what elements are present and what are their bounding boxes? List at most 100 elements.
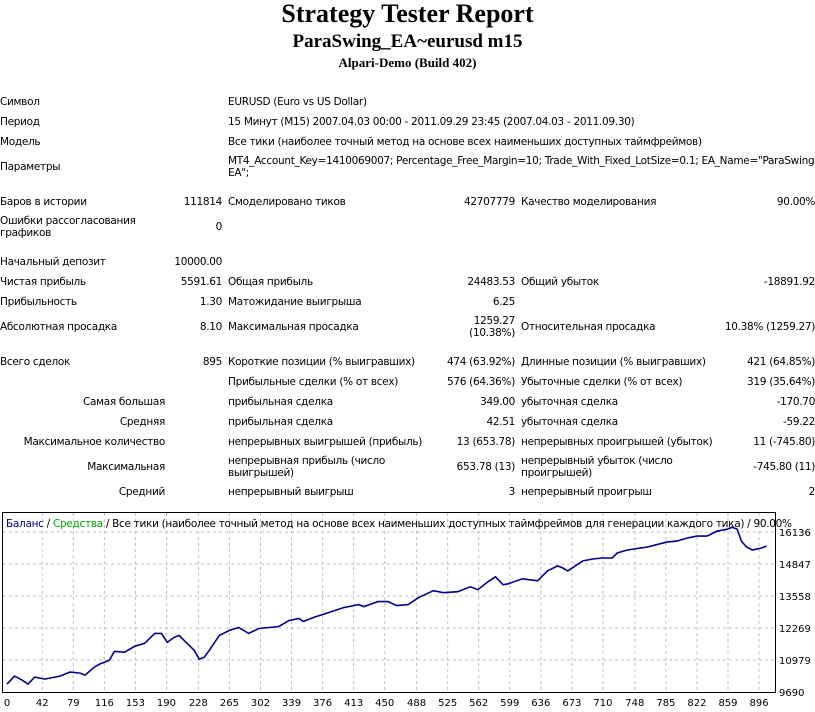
stat-value bbox=[165, 482, 222, 502]
x-tick-label: 42 bbox=[36, 698, 49, 709]
info-value: MT4_Account_Key=1410069007; Percentage_F… bbox=[228, 155, 815, 179]
info-row: Параметры MT4_Account_Key=1410069007; Per… bbox=[0, 152, 815, 182]
stat-value: 576 (64.36%) bbox=[447, 376, 516, 388]
x-tick-label: 265 bbox=[220, 698, 239, 709]
stat-value: 90.00% bbox=[776, 196, 815, 208]
stat-label: Всего сделок bbox=[0, 356, 71, 368]
stat-label: Абсолютная просадка bbox=[0, 321, 117, 333]
stat-label: Чистая прибыль bbox=[0, 276, 86, 288]
stat-label: Матожидание выигрыша bbox=[228, 296, 362, 308]
y-tick-label: 13558 bbox=[779, 592, 811, 603]
chart-legend: Баланс / Средства / Все тики (наиболее т… bbox=[6, 518, 792, 530]
stat-label: непрерывных проигрышей (убыток) bbox=[521, 436, 713, 448]
info-label: Период bbox=[0, 116, 40, 128]
report-subtitle: ParaSwing_EA~eurusd m15 bbox=[292, 31, 523, 52]
x-tick-label: 302 bbox=[251, 698, 270, 709]
stat-value: 5591.61 bbox=[180, 276, 223, 288]
stat-value: 474 (63.92%) bbox=[447, 356, 516, 368]
stat-value: 349.00 bbox=[480, 396, 516, 408]
report-table: Символ EURUSD (Euro vs US Dollar) Период 15… bbox=[0, 92, 815, 502]
stat-label bbox=[515, 292, 721, 312]
x-tick-label: 79 bbox=[67, 698, 80, 709]
stats-row: Начальный депозит 10000.00 bbox=[0, 252, 815, 272]
stat-value: 10.38% (1259.27) bbox=[724, 321, 815, 333]
y-tick-label: 9690 bbox=[779, 688, 804, 699]
stat-value bbox=[165, 372, 222, 392]
x-tick-label: 785 bbox=[656, 698, 675, 709]
stat-value bbox=[165, 392, 222, 412]
balance-line bbox=[6, 526, 767, 686]
stat-label: Убыточные сделки (% от всех) bbox=[521, 376, 683, 388]
stat-label: убыточная сделка bbox=[521, 396, 618, 408]
stat-value: 653.78 (13) bbox=[456, 461, 516, 473]
stat-label: Максимальная просадка bbox=[228, 321, 359, 333]
stat-value: 1.30 bbox=[199, 296, 223, 308]
stat-label: непрерывный проигрыш bbox=[521, 486, 652, 498]
stat-value: 1259.27 (10.38%) bbox=[469, 315, 516, 339]
stat-value bbox=[165, 432, 222, 452]
stat-label: Самая большая bbox=[82, 396, 165, 408]
stat-label: убыточная сделка bbox=[521, 416, 618, 428]
info-row: Период 15 Минут (M15) 2007.04.03 00:00 - … bbox=[0, 112, 815, 132]
stat-value: 2 bbox=[808, 486, 815, 498]
x-tick-label: 562 bbox=[469, 698, 488, 709]
info-label: Символ bbox=[0, 96, 40, 108]
stat-label: Ошибки рассогласования графиков bbox=[0, 215, 136, 239]
server-name: Alpari-Demo (Build 402) bbox=[338, 55, 477, 70]
stat-label bbox=[222, 252, 428, 272]
stat-label: Начальный депозит bbox=[0, 256, 106, 268]
spacer-row bbox=[0, 242, 815, 252]
stat-label bbox=[222, 212, 428, 242]
x-tick-label: 599 bbox=[500, 698, 519, 709]
stat-value: 10000.00 bbox=[174, 256, 223, 268]
legend-balance: Баланс bbox=[6, 518, 44, 530]
stat-label: Смоделировано тиков bbox=[228, 196, 346, 208]
stat-value: 3 bbox=[508, 486, 516, 498]
stat-value bbox=[721, 252, 815, 272]
stat-label: Средняя bbox=[119, 416, 165, 428]
stat-value: 24483.53 bbox=[467, 276, 516, 288]
x-tick-label: 673 bbox=[562, 698, 581, 709]
stat-label: Короткие позиции (% выигравших) bbox=[228, 356, 415, 368]
stat-label: непрерывный убыток (число проигрышей) bbox=[521, 455, 673, 479]
x-tick-label: 339 bbox=[282, 698, 301, 709]
balance-chart: 0 42 79 116 153 190 228 265 302 339 376 413 450 488 52… bbox=[2, 512, 811, 709]
info-row: Символ EURUSD (Euro vs US Dollar) bbox=[0, 92, 815, 112]
stat-value bbox=[428, 212, 515, 242]
stats-row: Максимальное количество непрерывных выигр… bbox=[0, 432, 815, 452]
stats-row: Чистая прибыль 5591.61 Общая прибыль 24483.… bbox=[0, 272, 815, 292]
x-tick-label: 413 bbox=[344, 698, 363, 709]
legend-equity: Средства bbox=[53, 518, 103, 530]
stat-label: непрерывная прибыль (число выигрышей) bbox=[228, 455, 386, 479]
info-label: Параметры bbox=[0, 161, 61, 173]
stat-value: 895 bbox=[202, 356, 223, 368]
stat-value bbox=[165, 452, 222, 482]
x-tick-label: 190 bbox=[157, 698, 176, 709]
x-tick-label: 153 bbox=[126, 698, 145, 709]
stat-value bbox=[721, 212, 815, 242]
y-tick-label: 14847 bbox=[779, 560, 811, 571]
stat-value bbox=[428, 252, 515, 272]
stat-value: 13 (653.78) bbox=[456, 436, 516, 448]
stats-row: Максимальная непрерывная прибыль (число в… bbox=[0, 452, 815, 482]
report-title: Strategy Tester Report bbox=[281, 0, 534, 28]
stats-row: Прибыльность 1.30 Матожидание выигрыша 6.25 bbox=[0, 292, 815, 312]
stat-value: -59.22 bbox=[783, 416, 815, 428]
stat-value: 0 bbox=[215, 221, 223, 233]
stat-label: Максимальная bbox=[87, 461, 165, 473]
y-tick-label: 16136 bbox=[779, 528, 811, 539]
stat-label: Прибыльность bbox=[0, 296, 77, 308]
x-tick-label: 748 bbox=[625, 698, 644, 709]
stats-row: Всего сделок 895 Короткие позиции (% выигр… bbox=[0, 352, 815, 372]
stat-value: -170.70 bbox=[776, 396, 815, 408]
info-value: 15 Минут (M15) 2007.04.03 00:00 - 2011.0… bbox=[228, 116, 635, 128]
stat-label bbox=[515, 212, 721, 242]
x-tick-label: 859 bbox=[718, 698, 737, 709]
stat-label: Прибыльные сделки (% от всех) bbox=[228, 376, 399, 388]
stat-value: 319 (35.64%) bbox=[747, 376, 815, 388]
x-tick-label: 228 bbox=[189, 698, 208, 709]
stat-label: Средний bbox=[118, 486, 165, 498]
x-tick-label: 488 bbox=[407, 698, 426, 709]
info-value: EURUSD (Euro vs US Dollar) bbox=[228, 96, 367, 108]
stat-label bbox=[0, 372, 165, 392]
